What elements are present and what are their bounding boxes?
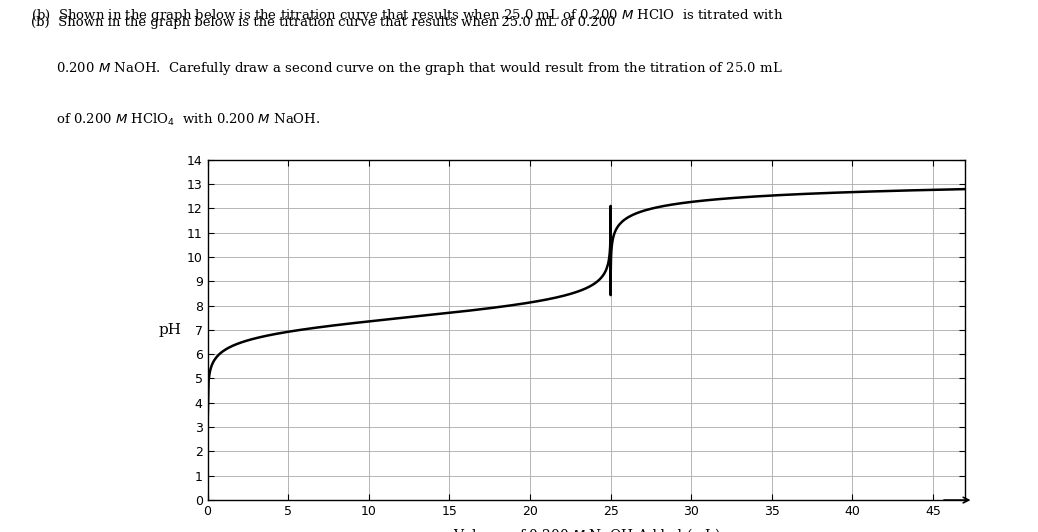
Text: of 0.200 $\mathit{M}$ HClO$_4$  with 0.200 $\mathit{M}$ NaOH.: of 0.200 $\mathit{M}$ HClO$_4$ with 0.20… bbox=[31, 112, 321, 128]
Text: 0.200 $\mathit{M}$ NaOH.  Carefully draw a second curve on the graph that would : 0.200 $\mathit{M}$ NaOH. Carefully draw … bbox=[31, 60, 783, 77]
Y-axis label: pH: pH bbox=[159, 323, 182, 337]
X-axis label: Volume of 0.200 $\mathit{M}$ NaOH Added (mL): Volume of 0.200 $\mathit{M}$ NaOH Added … bbox=[453, 526, 720, 532]
Text: (b)  Shown in the graph below is the titration curve that results when 25.0 mL o: (b) Shown in the graph below is the titr… bbox=[31, 16, 620, 29]
Text: (b)  Shown in the graph below is the titration curve that results when 25.0 mL o: (b) Shown in the graph below is the titr… bbox=[31, 7, 784, 24]
